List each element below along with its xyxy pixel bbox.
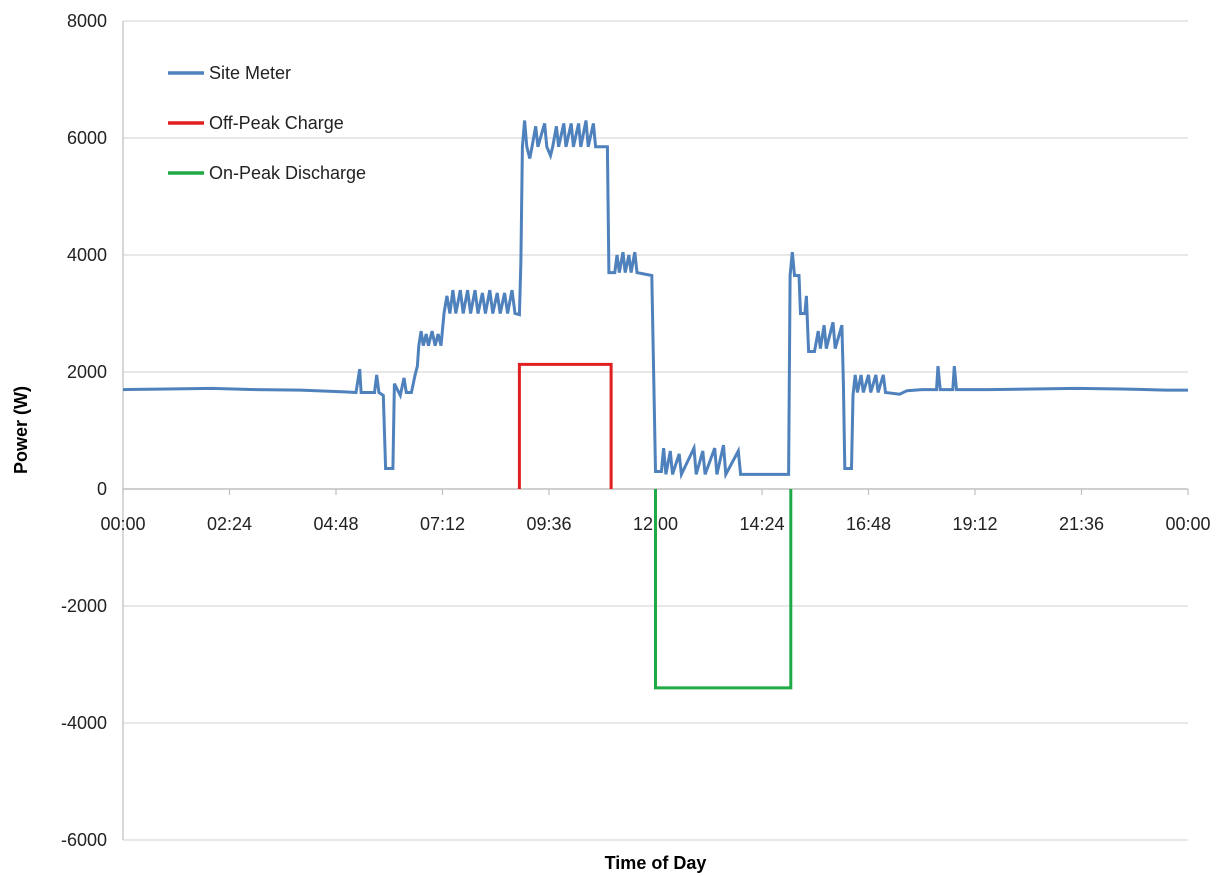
x-tick-label: 00:00 bbox=[1165, 514, 1210, 534]
x-tick-label: 21:36 bbox=[1059, 514, 1104, 534]
x-tick-label: 04:48 bbox=[313, 514, 358, 534]
legend: Site Meter Off-Peak Charge On-Peak Dischar… bbox=[168, 63, 366, 183]
series-line-off-peak-charge bbox=[517, 362, 613, 489]
y-tick-label: 2000 bbox=[67, 362, 107, 382]
y-axis-title: Power (W) bbox=[11, 386, 31, 474]
legend-label-site-meter: Site Meter bbox=[209, 63, 291, 83]
y-tick-label: 4000 bbox=[67, 245, 107, 265]
y-tick-label: -2000 bbox=[61, 596, 107, 616]
series-line-on-peak-discharge bbox=[654, 489, 793, 690]
y-tick-label: 6000 bbox=[67, 128, 107, 148]
y-tick-label: -6000 bbox=[61, 830, 107, 850]
x-tick-label: 14:24 bbox=[739, 514, 784, 534]
x-tick-label: 00:00 bbox=[100, 514, 145, 534]
y-tick-label: 8000 bbox=[67, 11, 107, 31]
y-tick-label: -4000 bbox=[61, 713, 107, 733]
x-tick-label: 09:36 bbox=[526, 514, 571, 534]
legend-label-on-peak-discharge: On-Peak Discharge bbox=[209, 163, 366, 183]
legend-label-off-peak-charge: Off-Peak Charge bbox=[209, 113, 344, 133]
x-tick-label: 02:24 bbox=[207, 514, 252, 534]
series-line-site-meter bbox=[122, 120, 1188, 480]
x-tick-label: 16:48 bbox=[846, 514, 891, 534]
y-tick-label: 0 bbox=[97, 479, 107, 499]
axes: 8000 6000 4000 2000 0 -2000 -4000 -6000 00:00 02:… bbox=[61, 11, 1211, 850]
x-axis-title: Time of Day bbox=[605, 853, 707, 873]
x-tick-label: 07:12 bbox=[420, 514, 465, 534]
series-lines bbox=[122, 120, 1188, 690]
x-tick-label: 19:12 bbox=[952, 514, 997, 534]
